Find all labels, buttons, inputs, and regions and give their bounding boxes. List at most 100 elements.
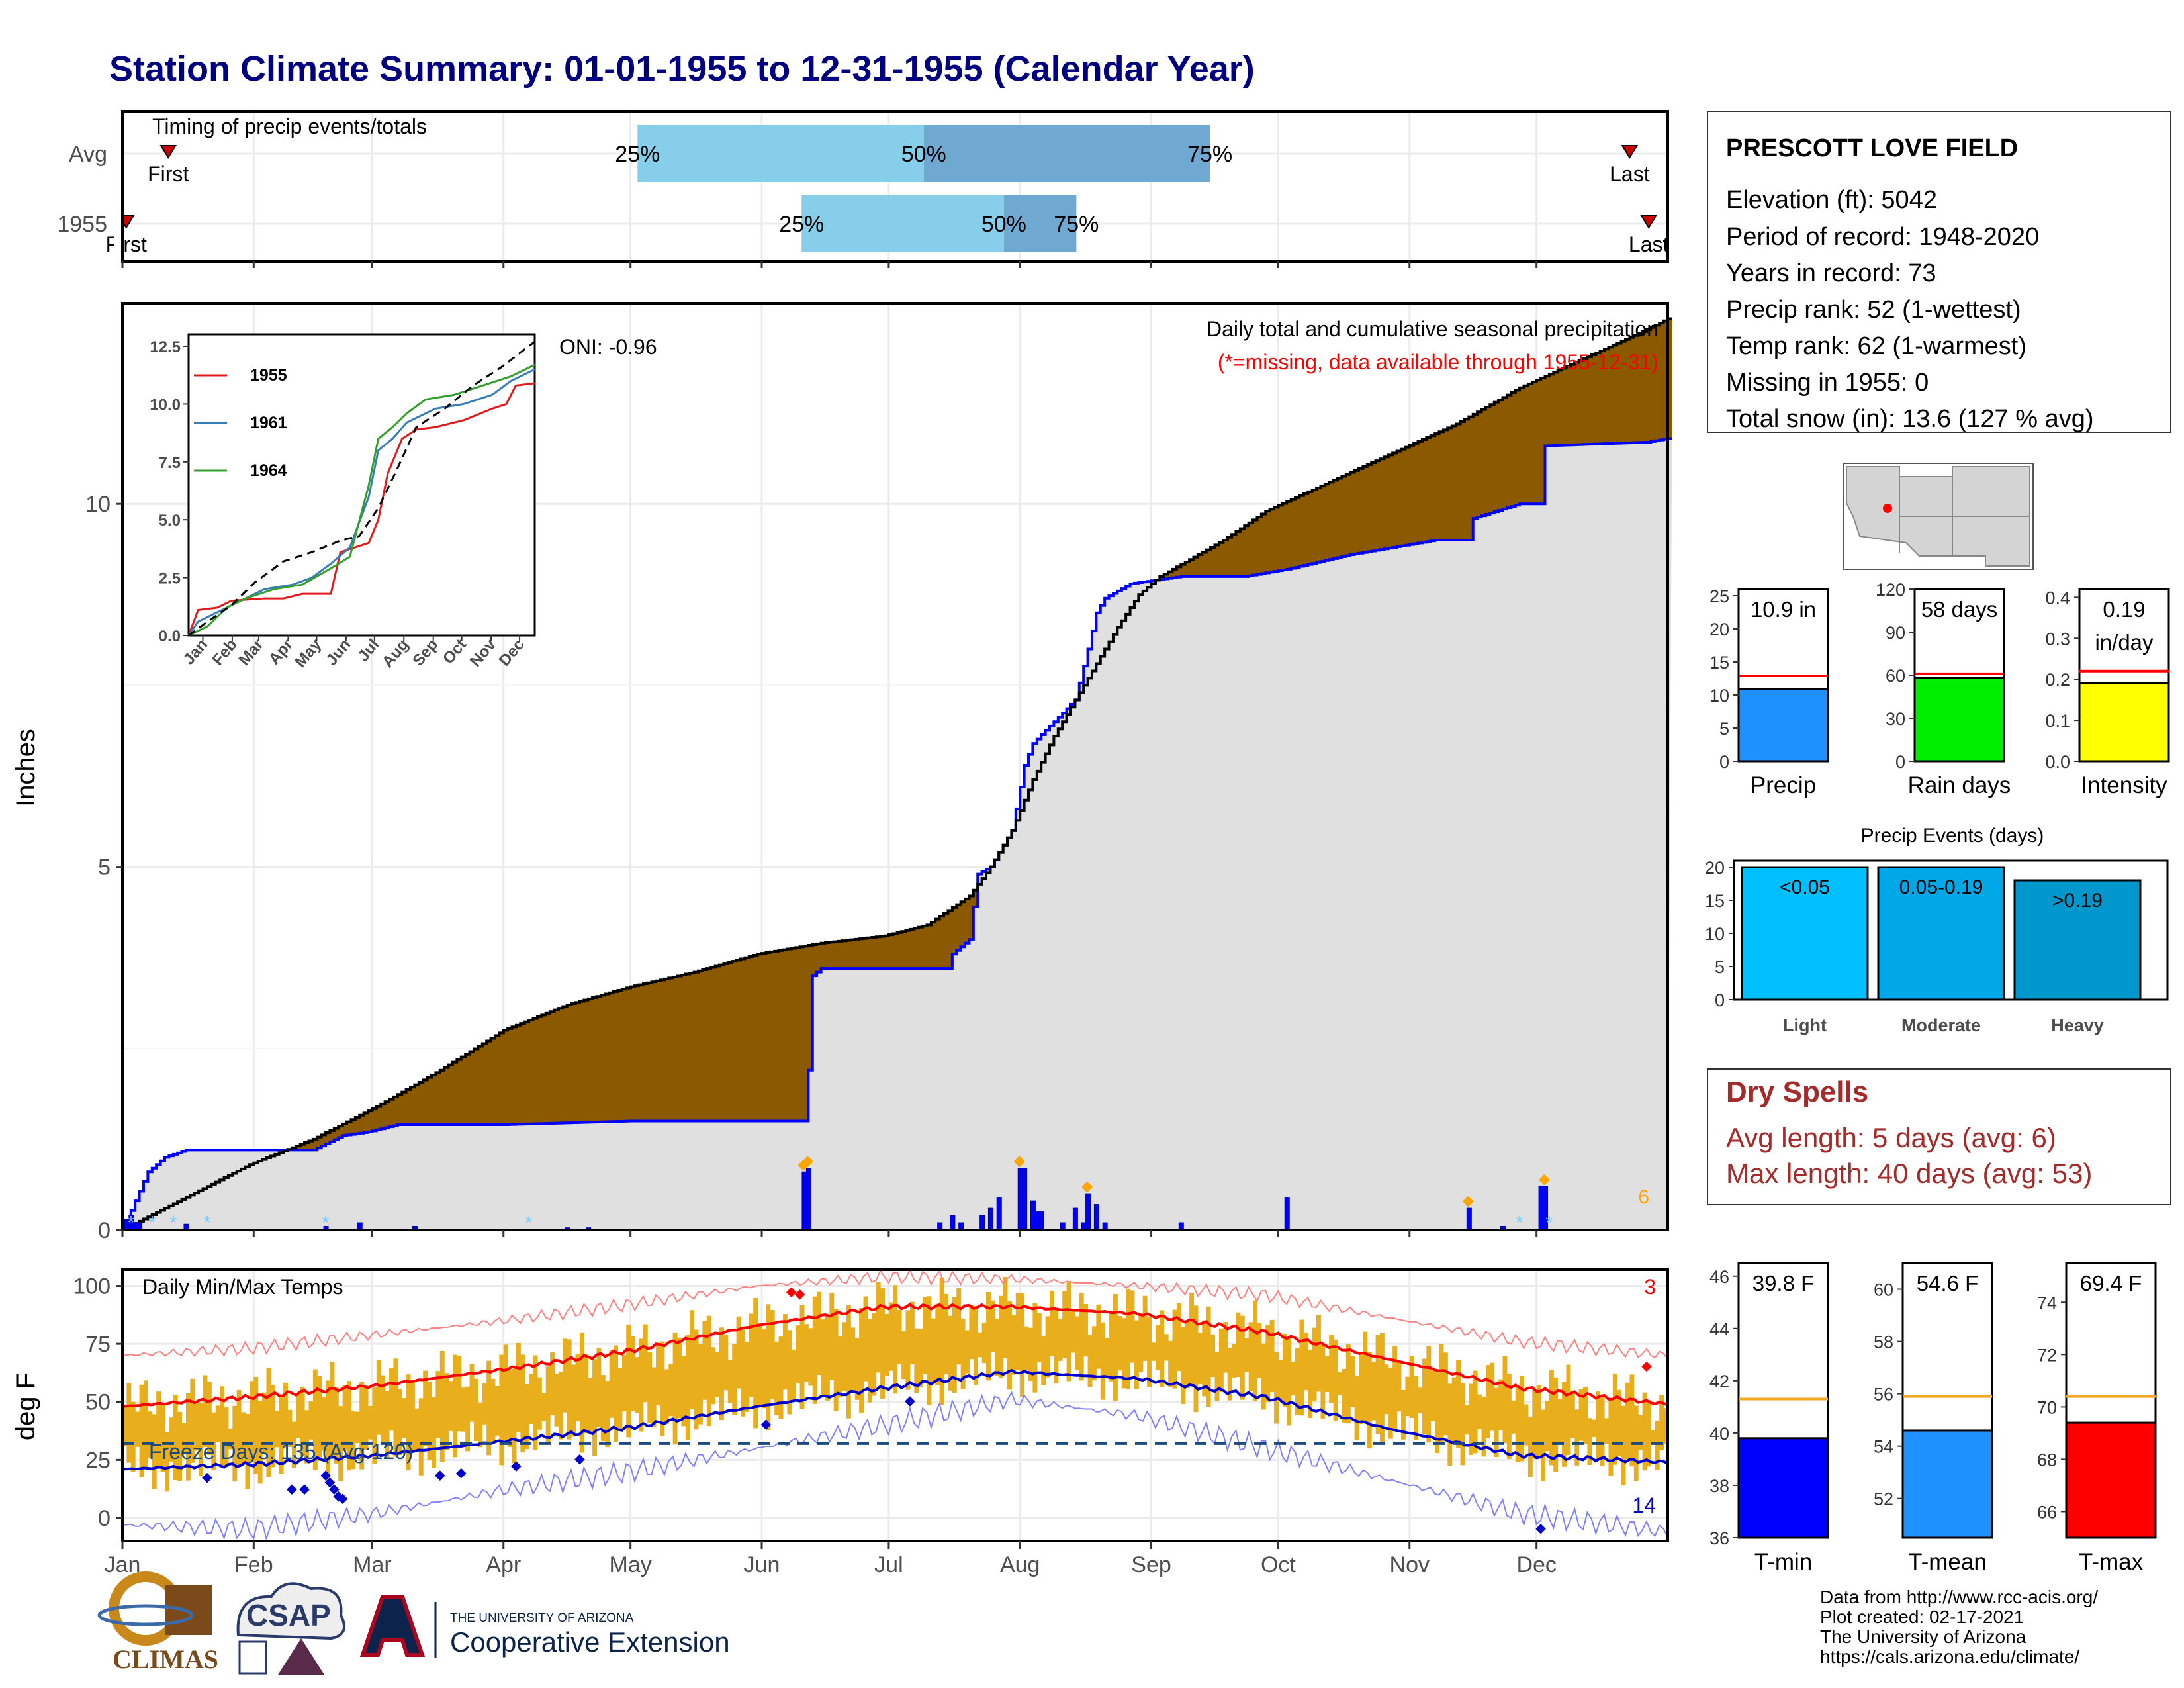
y-tick-label: 58 [1874, 1333, 1893, 1352]
temp-panel: Daily Min/Max Temps Freeze Days: 135 (Avg… [11, 1268, 1669, 1542]
snow-marker: * [322, 1212, 330, 1233]
y-tick-label: 54 [1874, 1437, 1893, 1457]
last-label: Last [1610, 162, 1650, 186]
inset-average-line [188, 340, 535, 637]
y-tick-label: 70 [2037, 1397, 2057, 1417]
left-mask [114, 111, 122, 261]
y-tick-label: 0.3 [2045, 629, 2070, 649]
large-event-dot [1013, 1156, 1025, 1168]
record-low-marker [299, 1484, 310, 1495]
oni-label: ONI: -0.96 [559, 335, 657, 359]
large-event-dot [1081, 1181, 1093, 1193]
y-tick-label: 0.2 [2045, 670, 2070, 690]
y-tick-label: 0.1 [2045, 711, 2070, 731]
daily-precip-bar [1038, 1211, 1044, 1231]
y-tick-label: 42 [1709, 1372, 1729, 1391]
analog-line-1964 [188, 363, 535, 637]
average-cumulative-line [122, 317, 1672, 1231]
y-tick-label: 60 [1886, 666, 1905, 686]
value-bar [1737, 1437, 1829, 1539]
daily-precip-bar [950, 1215, 956, 1231]
y-tick-label: 0 [1895, 752, 1905, 772]
month-label: Dec [1516, 1552, 1556, 1577]
value-bar [2078, 682, 2170, 763]
y-tick-label: 5 [98, 855, 111, 880]
first-label: First [148, 162, 189, 186]
missing-note: (*=missing, data available through 1955-… [1218, 350, 1659, 374]
quartile-label: 25% [615, 142, 660, 167]
y-tick-label: 38 [1709, 1476, 1729, 1496]
station-info-box: PRESCOTT LOVE FIELD Elevation (ft): 5042… [1707, 111, 2171, 433]
panel-border [121, 1268, 1669, 1542]
value-label: 0.19 [2103, 597, 2145, 622]
dry-spells-box: Dry Spells Avg length: 5 days (avg: 6) M… [1707, 1068, 2171, 1205]
y-tick-label: 46 [1709, 1267, 1729, 1287]
y-tick-label: 74 [2037, 1293, 2057, 1313]
record-high-count: 3 [1644, 1275, 1656, 1299]
month-label: Aug [1000, 1552, 1040, 1577]
last-event-marker [1640, 215, 1657, 229]
y-tick-label: 56 [1874, 1385, 1893, 1405]
inset-y-tick: 12.5 [150, 338, 181, 356]
month-label: Jun [744, 1552, 780, 1577]
event-bar [1741, 866, 1869, 1001]
snow-marker: * [127, 1212, 134, 1233]
precip-caption: Daily total and cumulative seasonal prec… [1206, 317, 1659, 341]
legend-label: 1964 [250, 461, 287, 480]
record-high-marker [1641, 1361, 1652, 1372]
csap-logo: CSAP [236, 1582, 345, 1675]
event-category-label: Moderate [1901, 1015, 1981, 1035]
inset-border [187, 333, 536, 637]
y-tick-label: 68 [2037, 1450, 2057, 1470]
y-tick-label: 120 [1876, 580, 1905, 600]
quartile-bar-25-50 [637, 125, 924, 182]
y-tick-label: 10 [85, 492, 111, 517]
record-low-count: 14 [1632, 1493, 1656, 1517]
y-tick-label: 0 [98, 1506, 111, 1531]
freeze-days-label: Freeze Days: 135 (Avg:120) [149, 1440, 414, 1464]
value-bar [1901, 1429, 1993, 1539]
snow-marker: * [525, 1212, 533, 1233]
large-event-dot [1538, 1174, 1550, 1186]
credit-line: Data from http://www.rcc-acis.org/ [1820, 1587, 2098, 1607]
daily-precip-bar [979, 1215, 985, 1231]
daily-precip-bar [1466, 1207, 1472, 1231]
record-low-marker [574, 1454, 585, 1465]
avg-tmin-line [122, 1368, 1668, 1471]
event-bar-label: <0.05 [1780, 876, 1830, 898]
quartile-bar-50-75 [1003, 195, 1077, 252]
y-tick-label: 0 [1715, 990, 1725, 1010]
station-line: Precip rank: 52 (1-wettest) [1726, 296, 2021, 324]
inset-y-tick: 10.0 [150, 396, 181, 414]
events-title: Precip Events (days) [1861, 825, 2044, 847]
row-label: Avg [69, 142, 107, 167]
month-label: Mar [353, 1552, 392, 1577]
month-axis: Jan Feb Mar Apr May Jun Jul Aug Sep Oct Nov Dec [105, 1541, 1557, 1577]
record-low-marker [320, 1470, 331, 1481]
snow-marker: * [169, 1212, 177, 1233]
category-label: T-min [1754, 1549, 1813, 1575]
inset-y-tick: 7.5 [159, 454, 181, 472]
timing-panel: Timing of precip events/totals Avg 25% 50% 7… [57, 110, 1669, 268]
month-label: Nov [1390, 1552, 1430, 1577]
record-max-line [122, 1268, 1668, 1360]
event-category-label: Heavy [2051, 1015, 2104, 1035]
row-label: 1955 [57, 212, 107, 237]
record-high-marker [794, 1289, 805, 1300]
legend-label: 1961 [250, 414, 287, 432]
last-label: Last [1629, 232, 1669, 256]
inset-y-tick: 0.0 [159, 628, 181, 645]
record-low-marker [435, 1470, 445, 1481]
y-tick-label: 36 [1709, 1528, 1729, 1548]
station-line: Total snow (in): 13.6 (127 % avg) [1726, 405, 2094, 433]
y-tick-label: 10 [1709, 686, 1729, 706]
y-tick-label: 5 [1719, 719, 1729, 739]
value-label: 54.6 F [1917, 1271, 1979, 1295]
y-tick-label: 52 [1874, 1489, 1893, 1509]
station-line: Period of record: 1948-2020 [1726, 223, 2039, 251]
first-event-marker [159, 145, 177, 159]
y-tick-label: 15 [1709, 653, 1729, 673]
y-tick-label: 0.4 [2045, 588, 2070, 608]
category-label: Intensity [2081, 773, 2167, 798]
page-title: Station Climate Summary: 01-01-1955 to 1… [109, 49, 1255, 89]
